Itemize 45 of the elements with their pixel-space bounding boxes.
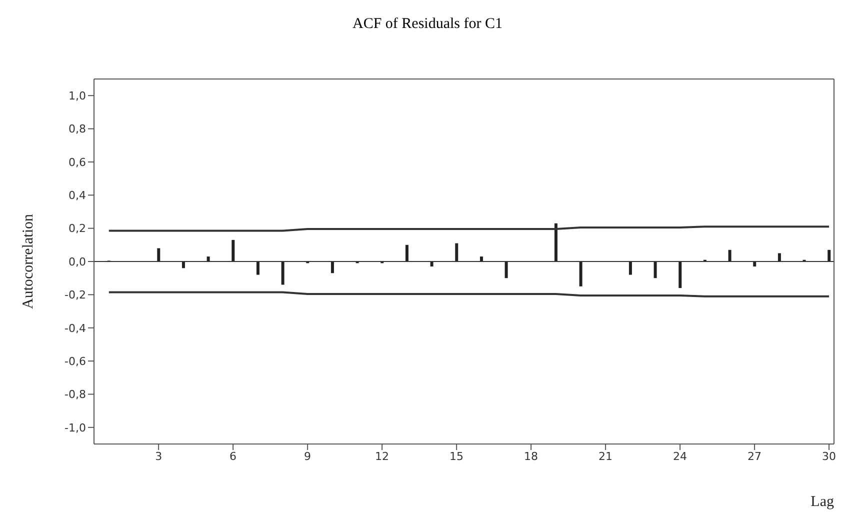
x-tick-label: 9 xyxy=(304,450,312,463)
y-tick-label: 0,8 xyxy=(68,122,86,136)
bar xyxy=(281,262,284,285)
y-tick-label: -0,6 xyxy=(64,354,86,368)
bar xyxy=(628,262,632,275)
bar xyxy=(728,250,732,262)
x-tick-label: 21 xyxy=(598,450,613,463)
bar xyxy=(182,262,185,268)
bar xyxy=(654,262,657,278)
bar xyxy=(330,262,334,274)
bar xyxy=(480,256,483,262)
x-tick-label: 6 xyxy=(230,450,237,463)
bar xyxy=(232,240,235,262)
y-tick-label: 0,4 xyxy=(68,189,86,202)
x-tick-label: 24 xyxy=(673,450,688,463)
bar xyxy=(579,262,582,286)
bar xyxy=(753,262,756,266)
x-tick-label: 12 xyxy=(375,450,390,463)
bar xyxy=(405,244,408,262)
bar xyxy=(828,250,831,262)
x-tick-label: 18 xyxy=(524,450,538,463)
y-tick-label: -0,4 xyxy=(64,322,86,335)
x-axis-title: Lag xyxy=(810,494,834,510)
y-tick-label: 0,2 xyxy=(68,222,86,236)
y-tick-label: -0,8 xyxy=(64,388,86,402)
y-tick-label: 0,0 xyxy=(68,255,86,268)
y-tick-label: -1,0 xyxy=(64,421,86,434)
y-tick-label: 1,0 xyxy=(68,89,86,102)
bar xyxy=(504,262,508,278)
bar xyxy=(256,262,260,275)
y-tick-label: 0,6 xyxy=(68,156,86,169)
x-tick-label: 27 xyxy=(748,450,762,463)
bar xyxy=(455,243,458,262)
x-tick-label: 30 xyxy=(822,450,836,463)
bar xyxy=(554,223,558,262)
x-tick-label: 3 xyxy=(155,450,162,463)
bar xyxy=(678,262,682,288)
x-tick-label: 15 xyxy=(450,450,464,463)
bar xyxy=(430,262,434,266)
bar xyxy=(157,248,160,262)
bar xyxy=(778,253,781,262)
y-axis-title: Autocorrelation xyxy=(20,214,36,309)
chart-title: ACF of Residuals for C1 xyxy=(352,16,504,33)
y-tick-label: -0,2 xyxy=(64,288,86,302)
bar xyxy=(206,256,210,262)
